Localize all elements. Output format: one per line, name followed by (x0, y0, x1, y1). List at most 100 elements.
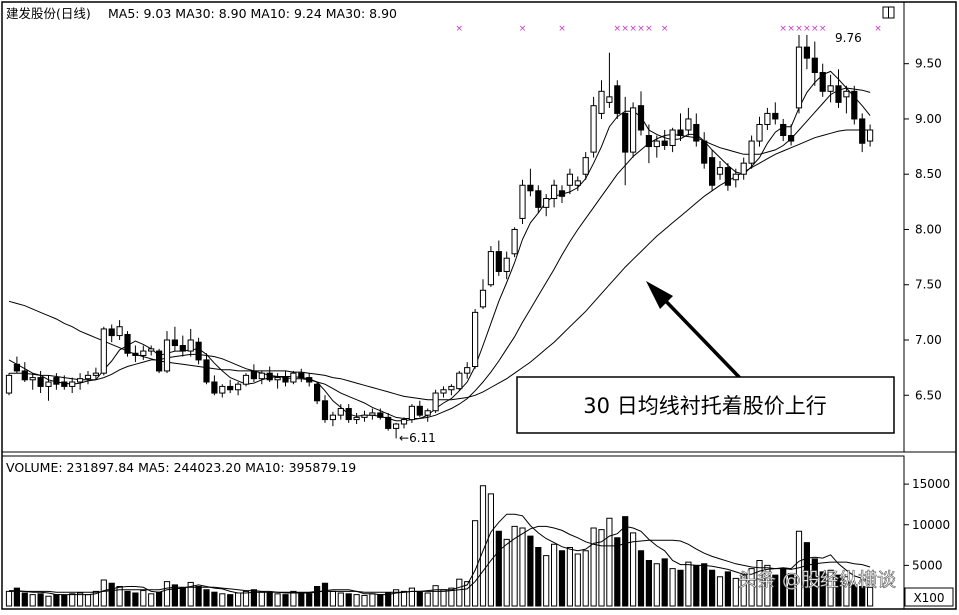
candle-body-up (369, 412, 376, 416)
candle-body-up (258, 372, 265, 380)
candle-body-down (803, 46, 810, 59)
candle-body-up (361, 414, 368, 418)
candle-body-down (811, 57, 818, 74)
volume-bar (258, 591, 265, 607)
candle-body-down (859, 118, 866, 144)
price-axis-tick-label: 8.00 (915, 222, 942, 236)
candle-body-up (337, 408, 344, 416)
volume-bar (211, 591, 218, 607)
volume-bar (69, 593, 76, 607)
volume-bar (558, 550, 566, 607)
signal-mark: × (811, 24, 819, 34)
volume-axis-tick-label: 15000 (912, 477, 950, 491)
volume-bar (369, 593, 376, 607)
candle-body-down (558, 190, 566, 197)
volume-bar (764, 564, 771, 607)
candle-body-up (843, 90, 850, 98)
volume-bar (464, 581, 471, 607)
candle-body-up (274, 377, 281, 381)
volume-bar (653, 563, 660, 607)
signal-mark: × (661, 24, 669, 34)
candle-body-up (653, 140, 660, 148)
volume-bar (266, 592, 273, 607)
panel-toggle-icon[interactable] (882, 6, 895, 19)
volume-bar (21, 592, 28, 607)
candle-body-up (400, 419, 408, 425)
volume-bar (290, 590, 297, 607)
annotation-text: 30 日均线衬托着股价上行 (583, 394, 826, 418)
candle-body-down (385, 416, 392, 429)
volume-bar (432, 585, 439, 607)
volume-unit-box (904, 587, 954, 607)
candle-body-down (108, 328, 115, 337)
candle-body-down (132, 352, 139, 356)
signal-mark: × (787, 24, 795, 34)
volume-bar (108, 582, 115, 607)
volume-bar (472, 520, 479, 607)
volume-bar (756, 560, 763, 607)
candle-body-up (100, 328, 107, 374)
candle-body-down (637, 105, 645, 131)
volume-bar (740, 574, 747, 607)
candle-body-up (408, 405, 415, 421)
volume-bar (867, 586, 874, 607)
candle-body-down (614, 85, 621, 114)
volume-bar (250, 589, 258, 607)
candle-body-down (195, 341, 202, 361)
volume-bar (772, 574, 779, 607)
volume-bar (100, 579, 107, 607)
low-price-value: 6.11 (409, 431, 436, 445)
candle-body-up (479, 289, 487, 308)
volume-bar (385, 592, 392, 607)
price-ma-line-2 (9, 87, 871, 419)
low-price-arrow-label: ←6.11 (399, 431, 436, 445)
ma-values-label: MA5: 9.03 MA30: 8.90 MA10: 9.24 MA30: 8.… (108, 6, 397, 21)
volume-bar (788, 573, 795, 607)
signal-mark: × (645, 24, 653, 34)
candle-body-down (250, 370, 258, 380)
candle-body-down (724, 167, 731, 186)
volume-bar (590, 527, 597, 607)
high-price-label: 9.76 (835, 31, 862, 45)
volume-bar (61, 594, 68, 607)
volume-bar (598, 529, 605, 607)
candle-body-up (456, 372, 463, 390)
volume-bar (179, 587, 186, 607)
candle-body-down (53, 377, 60, 385)
price-panel-frame (1, 1, 905, 453)
volume-bar (448, 587, 455, 607)
volume-bar (132, 592, 139, 607)
candle-body-up (487, 251, 494, 286)
candle-body-down (171, 339, 179, 347)
stock-name-label: 建发股份(日线) (6, 6, 91, 21)
candle-body-up (424, 410, 431, 416)
candle-body-up (29, 377, 36, 381)
candle-body-down (835, 85, 842, 103)
price-panel: 6.507.007.508.008.509.009.50× × × × × × × × × × × ×… (5, 24, 942, 439)
signal-mark: × (614, 24, 622, 34)
volume-bar (361, 594, 368, 607)
volume-bar (163, 581, 171, 607)
volume-bar (219, 593, 226, 607)
volume-bar (693, 564, 700, 607)
volume-bar (456, 578, 463, 607)
signal-mark: × (456, 24, 464, 34)
volume-ma-line-1 (9, 513, 871, 596)
candle-body-down (622, 112, 629, 153)
watermark-text: 头条 @股经纵横谈 (738, 569, 896, 591)
candle-body-down (693, 123, 700, 142)
volume-bar (503, 538, 510, 607)
volume-bar (859, 586, 866, 607)
volume-bar (353, 594, 360, 607)
candle-body-up (148, 348, 155, 352)
candle-body-up (827, 85, 834, 92)
candle-body-down (701, 140, 708, 164)
price-axis-tick-label: 9.50 (915, 57, 942, 71)
candle-body-down (677, 129, 684, 137)
volume-bar (306, 593, 313, 607)
volume-bar (156, 591, 163, 607)
candle-body-up (140, 350, 147, 356)
volume-values-label: VOLUME: 231897.84 MA5: 244023.20 MA10: 3… (6, 460, 356, 475)
